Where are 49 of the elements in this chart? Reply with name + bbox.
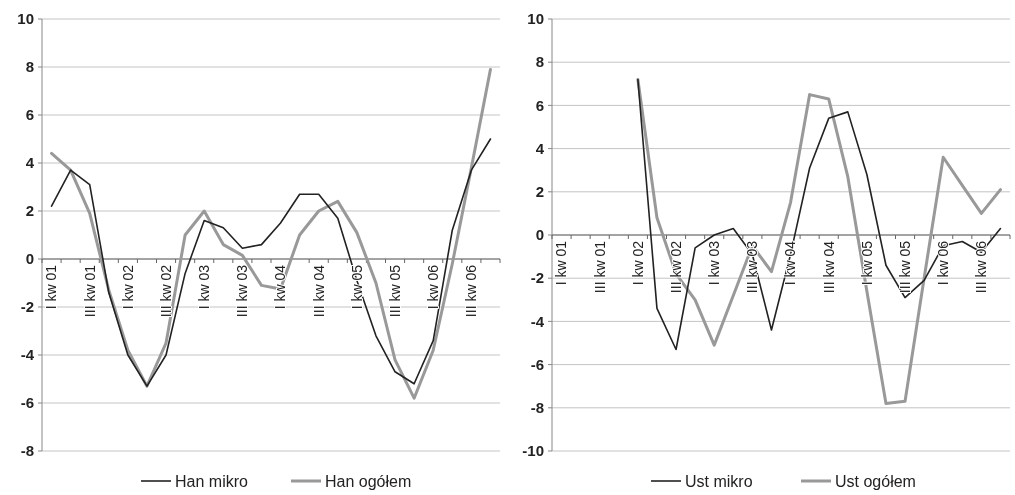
y-tick-label: 6 — [535, 96, 544, 114]
y-tick-label: 8 — [535, 53, 544, 71]
y-tick-label: 0 — [535, 226, 544, 244]
x-tick-label: III kw 02 — [157, 264, 174, 318]
y-tick-label: -4 — [20, 346, 35, 364]
y-tick-label: -8 — [530, 399, 544, 417]
x-tick-label: III kw 03 — [234, 264, 251, 318]
y-tick-label: 4 — [25, 154, 35, 172]
y-tick-label: 2 — [25, 202, 34, 220]
x-tick-label: I kw 01 — [553, 240, 570, 286]
x-tick-label: III kw 01 — [81, 264, 98, 318]
legend-label: Han ogółem — [325, 472, 412, 490]
y-tick-label: -6 — [20, 394, 34, 412]
y-tick-label: -6 — [530, 355, 544, 373]
legend-label: Ust mikro — [685, 472, 753, 490]
x-tick-label: I kw 05 — [858, 240, 875, 286]
y-tick-label: 2 — [535, 183, 544, 201]
x-tick-label: I kw 02 — [629, 240, 646, 286]
x-tick-label: I kw 05 — [348, 264, 365, 310]
x-tick-label: I kw 04 — [272, 264, 289, 310]
legend-label: Han mikro — [175, 472, 249, 490]
x-tick-label: I kw 01 — [43, 264, 60, 310]
x-tick-label: I kw 03 — [196, 264, 213, 310]
x-tick-label: III kw 03 — [744, 240, 761, 294]
x-tick-label: I kw 04 — [782, 240, 799, 286]
x-tick-label: III kw 05 — [896, 240, 913, 294]
legend-label: Ust ogółem — [835, 472, 916, 490]
x-tick-label: III kw 02 — [667, 240, 684, 294]
x-tick-label: III kw 06 — [463, 264, 480, 318]
x-tick-label: III kw 06 — [973, 240, 990, 294]
y-tick-label: 8 — [25, 58, 34, 76]
y-tick-label: 10 — [527, 10, 544, 28]
y-tick-label: -10 — [522, 442, 544, 460]
x-tick-label: III kw 01 — [591, 240, 608, 294]
y-tick-label: 10 — [17, 10, 34, 28]
y-tick-label: 0 — [25, 250, 34, 268]
x-tick-label: I kw 06 — [425, 264, 442, 310]
x-tick-label: III kw 04 — [820, 240, 837, 294]
x-tick-label: I kw 02 — [119, 264, 136, 310]
x-tick-label: I kw 03 — [706, 240, 723, 286]
y-tick-label: -4 — [530, 312, 545, 330]
x-tick-label: III kw 05 — [386, 264, 403, 318]
x-tick-label: III kw 04 — [310, 264, 327, 318]
y-tick-label: -2 — [530, 269, 544, 287]
y-tick-label: 6 — [25, 106, 34, 124]
x-tick-label: I kw 06 — [935, 240, 952, 286]
y-tick-label: 4 — [535, 139, 545, 157]
y-tick-label: -2 — [20, 298, 34, 316]
y-tick-label: -8 — [20, 442, 34, 460]
